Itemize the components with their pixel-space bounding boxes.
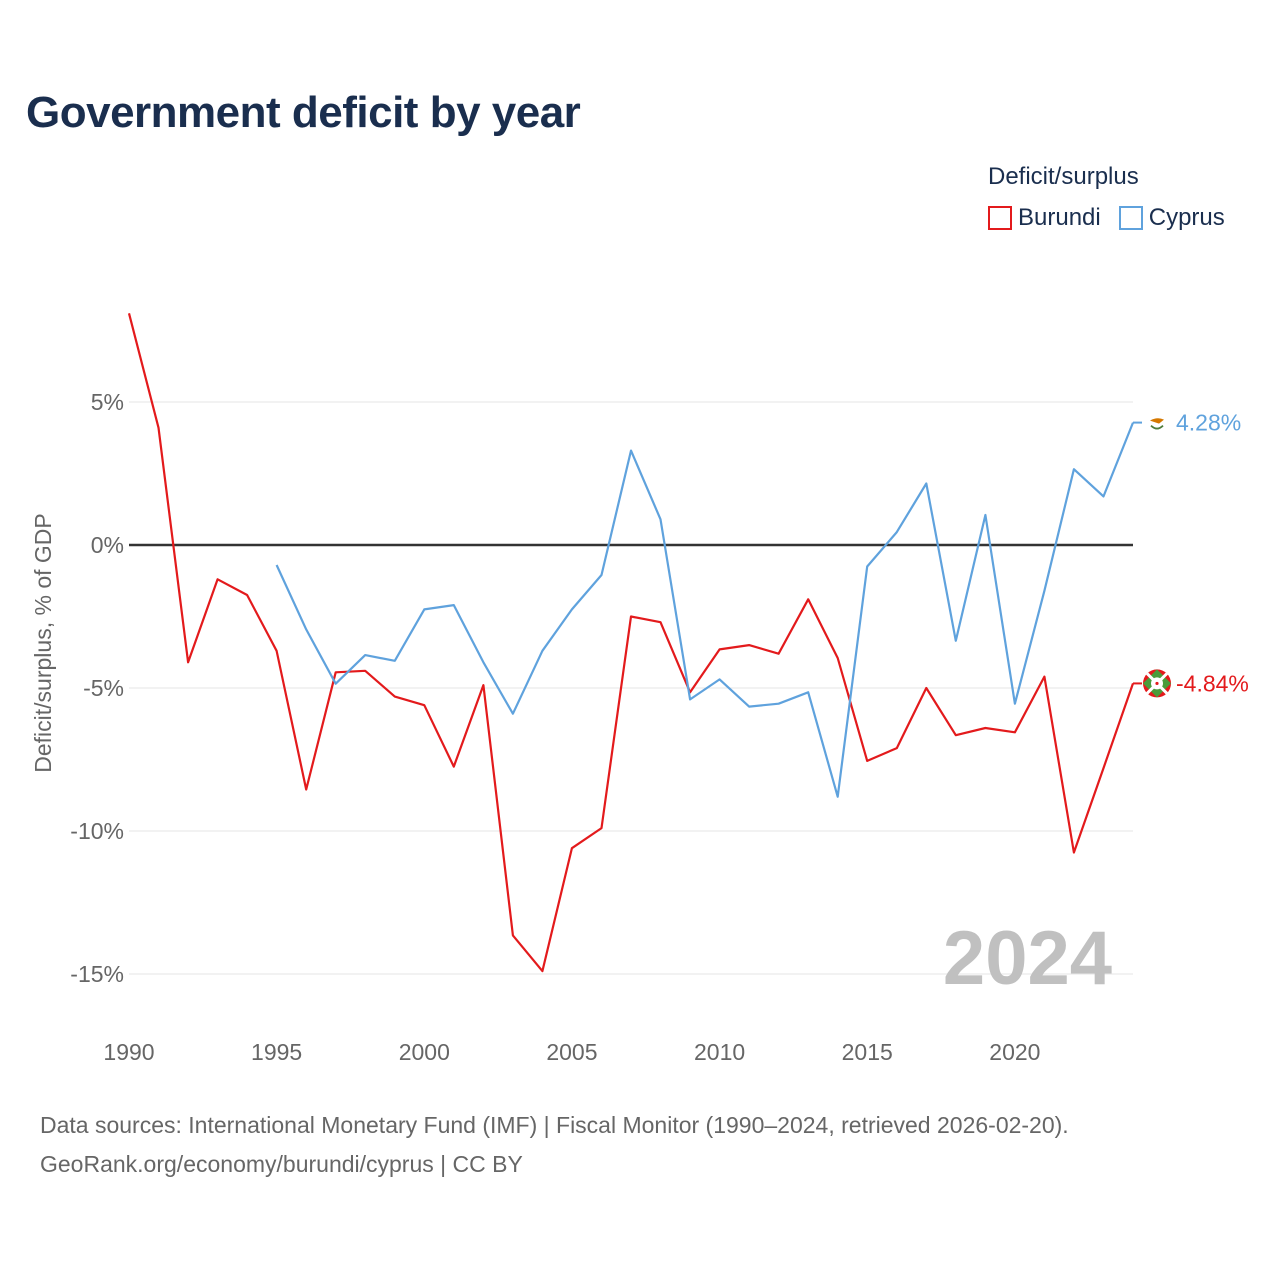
y-axis-label: Deficit/surplus, % of GDP	[30, 513, 56, 772]
series-line-burundi[interactable]	[127, 313, 1135, 973]
y-tick-label: 5%	[91, 389, 124, 415]
legend: Burundi Cyprus	[988, 204, 1225, 232]
legend-swatch-burundi	[988, 206, 1012, 230]
line-chart: 5% 0% -5% -10% -15% 1990 1995 2000 2005 2010 2015…	[30, 313, 1249, 1065]
chart-title: Government deficit by year	[26, 88, 581, 137]
legend-swatch-cyprus	[1118, 206, 1143, 230]
legend-label-burundi: Burundi	[1018, 204, 1101, 231]
year-watermark: 2024	[943, 916, 1112, 1001]
legend-label-cyprus: Cyprus	[1148, 204, 1225, 231]
series-lines	[127, 313, 1135, 973]
x-tick-label: 2015	[842, 1039, 893, 1065]
source-line-2: GeoRank.org/economy/burundi/cyprus | CC …	[40, 1151, 523, 1177]
end-labels: -4.84% 4.28%	[1133, 410, 1249, 698]
end-label-cyprus: 4.28%	[1176, 410, 1241, 436]
x-tick-label: 2005	[546, 1039, 597, 1065]
source-line-1: Data sources: International Monetary Fun…	[40, 1112, 1069, 1138]
x-tick-labels: 1990 1995 2000 2005 2010 2015 2020	[103, 1039, 1040, 1065]
y-tick-label: 0%	[91, 532, 124, 558]
legend-title: Deficit/surplus	[988, 163, 1139, 190]
y-tick-label: -15%	[70, 961, 124, 987]
series-line-cyprus[interactable]	[275, 422, 1135, 798]
grid-lines	[129, 401, 1133, 975]
y-tick-label: -5%	[83, 675, 124, 701]
source-note: Data sources: International Monetary Fun…	[40, 1106, 1069, 1184]
x-tick-label: 2000	[399, 1039, 450, 1065]
legend-item-cyprus[interactable]: Cyprus	[1118, 204, 1225, 232]
x-tick-label: 1995	[251, 1039, 302, 1065]
x-tick-label: 2010	[694, 1039, 745, 1065]
legend-item-burundi[interactable]: Burundi	[988, 204, 1101, 232]
x-tick-label: 2020	[989, 1039, 1040, 1065]
x-tick-label: 1990	[103, 1039, 154, 1065]
y-tick-labels: 5% 0% -5% -10% -15%	[70, 389, 124, 987]
flag-cyprus-icon	[1146, 411, 1168, 434]
y-tick-label: -10%	[70, 818, 124, 844]
end-label-burundi: -4.84%	[1176, 670, 1249, 696]
flag-burundi-icon	[1143, 669, 1171, 698]
